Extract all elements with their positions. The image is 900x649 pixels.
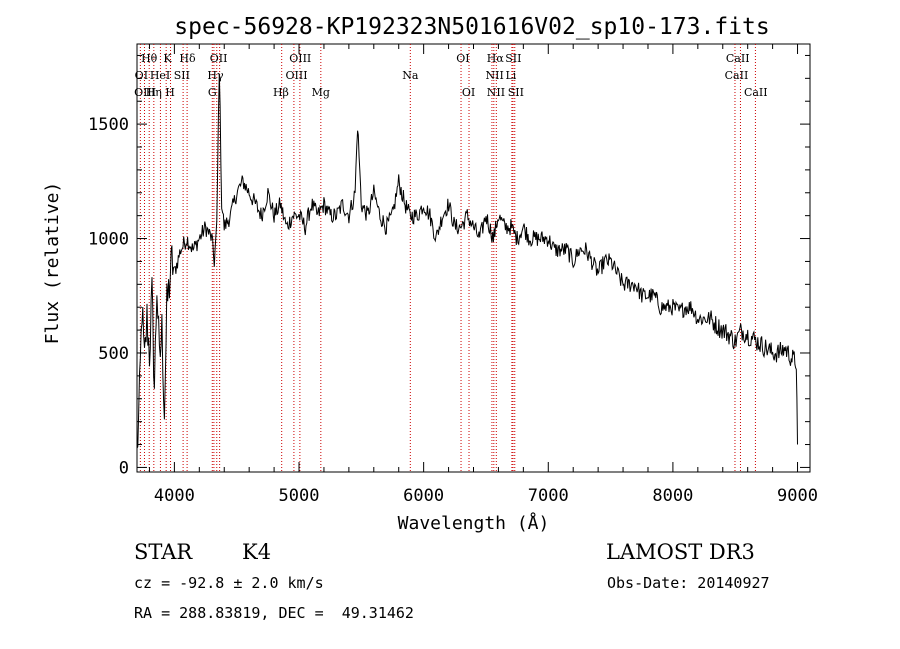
chart-title: spec-56928-KP192323N501616V02_sp10-173.f…: [174, 14, 769, 40]
x-tick-label: 6000: [403, 486, 444, 506]
line-label: Mg: [312, 86, 330, 99]
line-label: Hδ: [179, 52, 196, 65]
spectrum-line: [136, 73, 798, 449]
line-label: NII: [487, 86, 505, 99]
y-tick-label: 0: [119, 458, 129, 478]
line-label: OII: [210, 52, 228, 65]
line-label: OI: [135, 69, 148, 82]
survey-name: LAMOST DR3: [606, 540, 755, 564]
line-label: Hγ: [207, 69, 224, 82]
line-label: OIII: [134, 86, 156, 99]
line-label: K: [163, 52, 172, 65]
line-label: SII: [508, 86, 524, 99]
y-tick-label: 1500: [88, 115, 129, 135]
x-tick-label: 8000: [652, 486, 693, 506]
line-label: OI: [456, 52, 469, 65]
object-subclass: K4: [242, 540, 272, 564]
line-label: Hθ: [141, 52, 158, 65]
cz-value: cz = -92.8 ± 2.0 km/s: [134, 574, 324, 592]
line-label: H: [165, 86, 175, 99]
line-label: CaII: [744, 86, 768, 99]
x-tick-label: 5000: [279, 486, 320, 506]
x-tick-label: 4000: [154, 486, 195, 506]
obs-date: Obs-Date: 20140927: [607, 574, 770, 592]
line-label: SII: [505, 52, 521, 65]
line-label: SII: [174, 69, 190, 82]
line-label: HeI: [150, 69, 170, 82]
line-label: Hβ: [273, 86, 289, 99]
line-label: Na: [402, 69, 419, 82]
line-label: CaII: [725, 69, 749, 82]
line-label: G: [208, 86, 217, 99]
line-label: Li: [505, 69, 516, 82]
x-tick-label: 9000: [777, 486, 818, 506]
object-class: STAR: [134, 540, 193, 564]
line-label: Hη: [146, 86, 162, 99]
line-label: CaII: [726, 52, 750, 65]
line-label: Hα: [487, 52, 505, 65]
line-label: NII: [486, 69, 504, 82]
line-label: OI: [462, 86, 475, 99]
line-label: OIII: [289, 52, 311, 65]
coordinates: RA = 288.83819, DEC = 49.31462: [134, 604, 414, 622]
x-tick-label: 7000: [528, 486, 569, 506]
x-axis-label: Wavelength (Å): [398, 512, 550, 534]
plot-frame: [136, 43, 811, 473]
line-label: OIII: [285, 69, 307, 82]
y-tick-label: 1000: [88, 230, 129, 250]
y-axis-label: Flux (relative): [42, 182, 63, 345]
y-tick-label: 500: [98, 344, 129, 364]
